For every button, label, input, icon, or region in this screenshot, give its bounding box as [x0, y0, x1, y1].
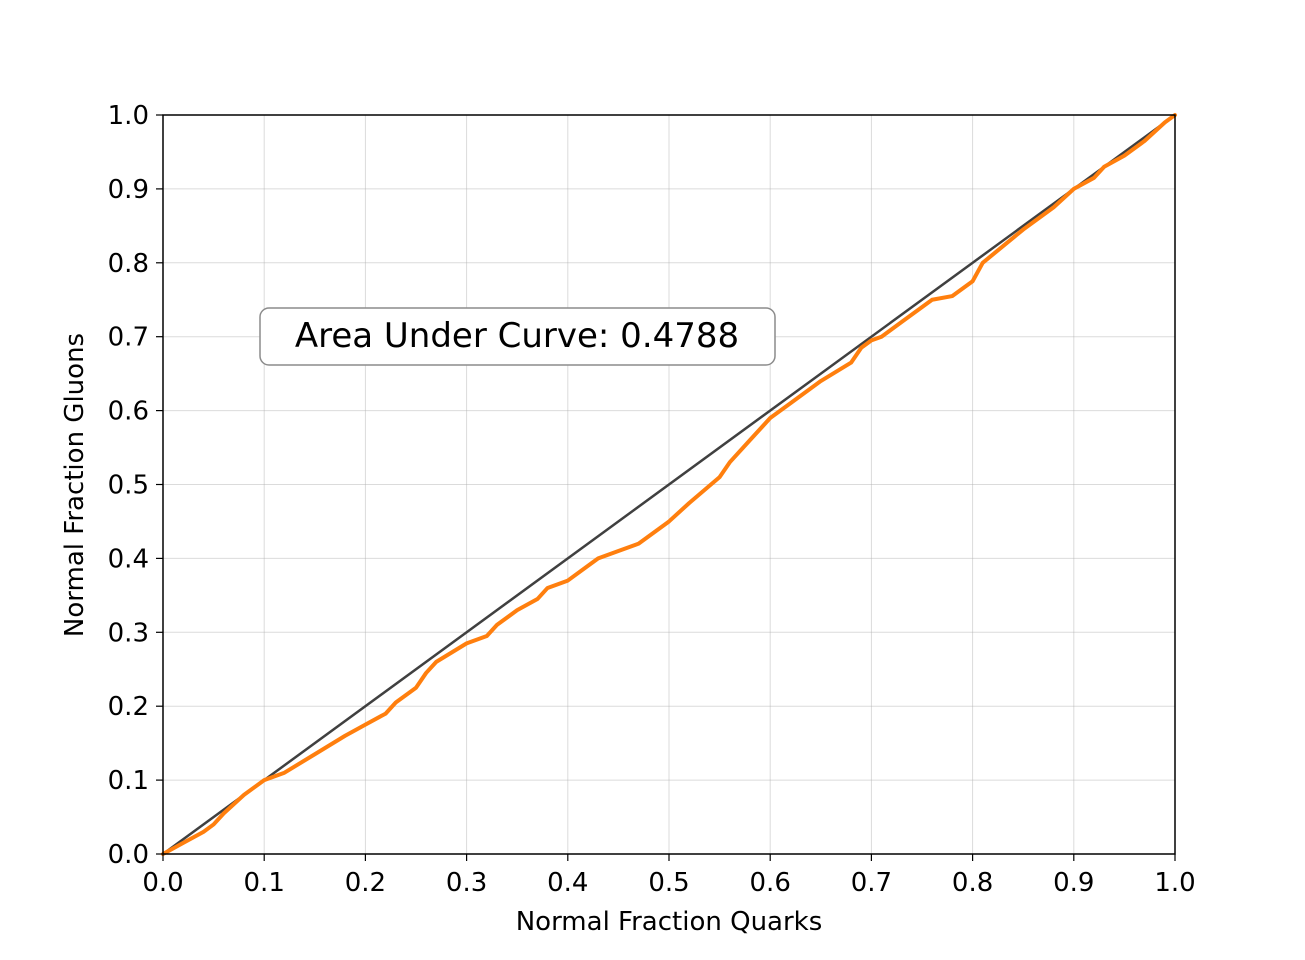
diagonal-reference-line [161, 113, 1177, 856]
x-tick-label: 0.9 [1053, 868, 1094, 898]
y-tick-label: 0.4 [108, 544, 149, 574]
x-tick-label: 0.0 [142, 868, 183, 898]
x-tick-label: 1.0 [1154, 868, 1195, 898]
y-tick-label: 1.0 [108, 101, 149, 131]
x-tick-label: 0.2 [345, 868, 386, 898]
y-tick-label: 0.3 [108, 618, 149, 648]
y-tick-label: 0.5 [108, 471, 149, 501]
x-tick-label: 0.4 [547, 868, 588, 898]
x-tick-label: 0.8 [952, 868, 993, 898]
y-tick-label: 0.7 [108, 323, 149, 353]
y-tick-label: 0.8 [108, 249, 149, 279]
y-tick-label: 0.2 [108, 692, 149, 722]
annotation-box: Area Under Curve: 0.4788 [259, 307, 776, 366]
x-tick-label: 0.7 [851, 868, 892, 898]
x-axis-label: Normal Fraction Quarks [516, 907, 823, 937]
x-tick-label: 0.1 [244, 868, 285, 898]
x-tick-label: 0.6 [750, 868, 791, 898]
plot-lines [161, 113, 1177, 856]
y-tick-label: 0.9 [108, 175, 149, 205]
y-axis-label: Normal Fraction Gluons [60, 333, 90, 637]
annotation-frame [259, 307, 776, 366]
x-tick-label: 0.3 [446, 868, 487, 898]
axis-ticks: 0.0 0.1 0.2 0.3 0.4 0.5 0.6 0.7 0.8 0.9 1.0 0.0 0.1 0… [108, 101, 1196, 898]
roc-curve-line [161, 113, 1177, 856]
annotation-text: Area Under Curve: 0.4788 [295, 316, 739, 356]
y-tick-label: 0.6 [108, 397, 149, 427]
y-tick-label: 0.0 [108, 840, 149, 870]
y-tick-label: 0.1 [108, 766, 149, 796]
x-tick-label: 0.5 [648, 868, 689, 898]
